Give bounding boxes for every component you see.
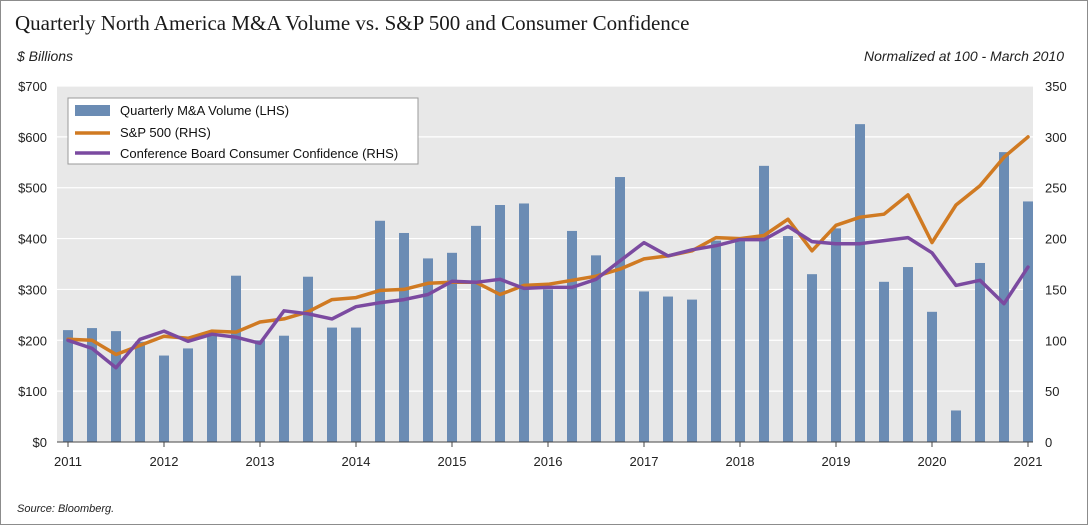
bar-ma-volume bbox=[975, 262, 985, 442]
bar-ma-volume bbox=[255, 340, 265, 442]
x-tick-label: 2011 bbox=[54, 454, 82, 469]
bar-ma-volume bbox=[159, 355, 169, 442]
bar-ma-volume bbox=[615, 177, 625, 442]
bar-ma-volume bbox=[663, 296, 673, 442]
normalization-note: Normalized at 100 - March 2010 bbox=[864, 48, 1064, 64]
y-right-tick-label: 250 bbox=[1045, 181, 1067, 196]
x-tick-label: 2017 bbox=[630, 454, 659, 469]
bar-ma-volume bbox=[111, 331, 121, 442]
axes: $0 $100 $200 $300 $400 $500 $600 $700 0 50 100 150 2… bbox=[18, 79, 1067, 469]
y-right-tick-label: 350 bbox=[1045, 79, 1067, 94]
bar-ma-volume bbox=[879, 281, 889, 442]
x-tick-label: 2015 bbox=[438, 454, 467, 469]
x-tick-label: 2014 bbox=[342, 454, 371, 469]
legend-box bbox=[67, 97, 419, 165]
legend-label-sp500: S&P 500 (RHS) bbox=[120, 125, 211, 140]
chart-title: Quarterly North America M&A Volume vs. S… bbox=[15, 11, 690, 35]
bar-ma-volume bbox=[591, 255, 601, 442]
bar-ma-volume bbox=[711, 240, 721, 442]
line-sp500 bbox=[66, 135, 1030, 357]
bar-ma-volume bbox=[903, 267, 913, 442]
bar-ma-volume bbox=[471, 225, 481, 442]
y-left-tick-label: $0 bbox=[33, 435, 47, 450]
x-tick-label: 2021 bbox=[1014, 454, 1043, 469]
bar-ma-volume bbox=[783, 236, 793, 442]
y-left-tick-label: $300 bbox=[18, 282, 47, 297]
bar-ma-volume bbox=[567, 230, 577, 442]
bar-ma-volume bbox=[279, 335, 289, 442]
y-right-tick-label: 150 bbox=[1045, 282, 1067, 297]
bar-ma-volume bbox=[303, 276, 313, 442]
y-right-tick-label: 100 bbox=[1045, 333, 1067, 348]
legend-label-ma-volume: Quarterly M&A Volume (LHS) bbox=[120, 103, 289, 118]
bar-ma-volume bbox=[231, 275, 241, 442]
legend: Quarterly M&A Volume (LHS) S&P 500 (RHS)… bbox=[67, 97, 419, 165]
y-left-tick-label: $200 bbox=[18, 333, 47, 348]
bar-ma-volume bbox=[423, 258, 433, 442]
source-note: Source: Bloomberg. bbox=[17, 503, 115, 515]
bar-ma-volume bbox=[447, 252, 457, 442]
bar-ma-volume bbox=[375, 220, 385, 442]
bar-ma-volume bbox=[735, 241, 745, 442]
bar-ma-volume bbox=[807, 274, 817, 442]
left-axis-unit: $ Billions bbox=[17, 48, 74, 64]
y-right-tick-label: 200 bbox=[1045, 232, 1067, 247]
y-left-tick-label: $100 bbox=[18, 384, 47, 399]
line-consumer-confidence bbox=[66, 224, 1030, 370]
x-tick-label: 2018 bbox=[726, 454, 755, 469]
x-tick-label: 2013 bbox=[246, 454, 275, 469]
y-right-tick-label: 0 bbox=[1045, 435, 1052, 450]
y-right-tick-label: 300 bbox=[1045, 130, 1067, 145]
bar-ma-volume bbox=[399, 232, 409, 442]
y-left-tick-label: $600 bbox=[18, 130, 47, 145]
line-series bbox=[66, 135, 1030, 370]
bar-ma-volume bbox=[1023, 201, 1033, 442]
bar-ma-volume bbox=[927, 311, 937, 442]
bar-ma-volume bbox=[63, 330, 73, 442]
bar-ma-volume bbox=[351, 327, 361, 442]
y-left-tick-label: $400 bbox=[18, 232, 47, 247]
x-tick-label: 2019 bbox=[822, 454, 851, 469]
bar-ma-volume bbox=[831, 228, 841, 442]
bar-ma-volume bbox=[543, 289, 553, 442]
bar-ma-volume bbox=[855, 124, 865, 443]
bar-ma-volume bbox=[135, 341, 145, 442]
bar-ma-volume bbox=[687, 299, 697, 442]
bar-ma-volume bbox=[183, 348, 193, 442]
x-tick-label: 2012 bbox=[150, 454, 179, 469]
bar-ma-volume bbox=[495, 205, 505, 442]
bar-ma-volume bbox=[951, 410, 961, 442]
bar-ma-volume bbox=[327, 327, 337, 442]
y-left-tick-label: $500 bbox=[18, 181, 47, 196]
bar-series bbox=[63, 124, 1033, 443]
bar-ma-volume bbox=[639, 291, 649, 442]
legend-label-confidence: Conference Board Consumer Confidence (RH… bbox=[120, 146, 398, 161]
legend-bar-swatch bbox=[75, 105, 110, 116]
y-left-tick-label: $700 bbox=[18, 79, 47, 94]
x-tick-label: 2020 bbox=[918, 454, 947, 469]
bar-ma-volume bbox=[87, 328, 97, 442]
bar-ma-volume bbox=[207, 334, 217, 442]
bar-ma-volume bbox=[519, 203, 529, 442]
x-tick-label: 2016 bbox=[534, 454, 563, 469]
bar-ma-volume bbox=[999, 152, 1009, 442]
y-right-tick-label: 50 bbox=[1045, 384, 1059, 399]
bar-ma-volume bbox=[759, 165, 769, 443]
